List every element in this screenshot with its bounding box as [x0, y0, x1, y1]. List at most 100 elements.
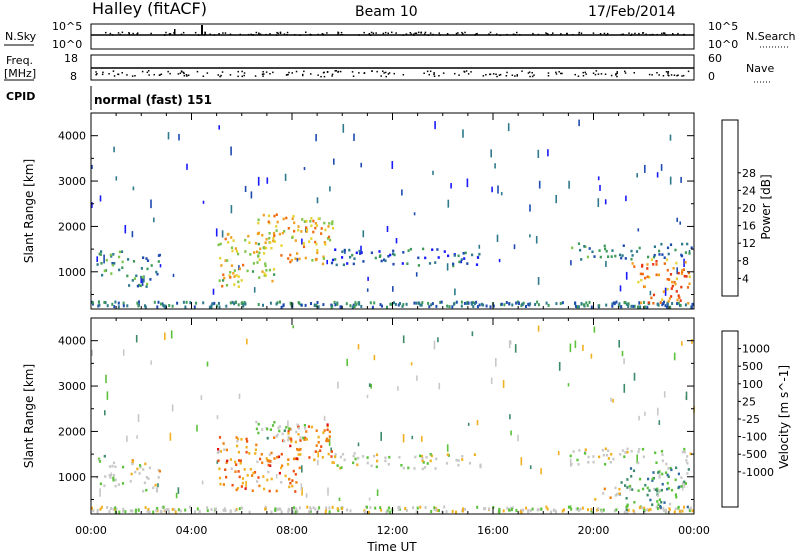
nsearch-dot [375, 32, 377, 34]
speckle-cell [376, 489, 379, 497]
scatter-cell [519, 510, 522, 514]
echo-cell [259, 247, 262, 251]
echo-cell [142, 468, 145, 471]
scatter-cell [231, 300, 234, 304]
scatter-cell [210, 508, 213, 511]
speckle-cell [568, 180, 570, 189]
echo-cell [423, 466, 427, 469]
echo-cell [239, 459, 242, 462]
scatter-cell [506, 506, 509, 510]
nsearch-dot [642, 32, 645, 34]
echo-cell [626, 478, 629, 481]
nsearch-dot [294, 34, 296, 36]
echo-cell [255, 427, 258, 431]
scatter-cell [397, 303, 400, 307]
scatter-cell [525, 506, 528, 510]
scatter-cell [664, 304, 667, 308]
colorbar-tick-label: 28 [742, 167, 756, 180]
echo-cell [473, 453, 476, 456]
scatter-cell [397, 505, 400, 509]
nsearch-dot [180, 33, 183, 36]
echo-cell [392, 262, 395, 266]
nave-dot [147, 70, 150, 72]
echo-cell [322, 255, 325, 259]
echo-cell [366, 456, 369, 459]
speckle-cell [91, 349, 93, 357]
speckle-cell [216, 460, 219, 464]
echo-cell [417, 264, 420, 267]
echo-cell [346, 262, 349, 265]
speckle-cell [529, 234, 531, 238]
echo-cell [310, 224, 313, 228]
scatter-cell [587, 508, 589, 512]
echo-cell [621, 254, 624, 257]
scatter-cell [96, 509, 99, 512]
echo-cell [315, 429, 318, 432]
nave-dot [371, 70, 373, 72]
nsearch-dot [649, 34, 651, 36]
echo-cell [280, 466, 283, 470]
scatter-cell [351, 305, 354, 309]
scatter-cell [421, 301, 424, 305]
echo-cell [434, 467, 437, 470]
scatter-cell [297, 301, 300, 304]
speckle-cell [300, 483, 303, 491]
echo-cell [683, 447, 686, 451]
nave-dot [322, 72, 325, 74]
scatter-cell [354, 301, 357, 305]
echo-cell [114, 478, 117, 482]
scatter-cell [114, 506, 117, 510]
nave-dot [529, 75, 531, 78]
echo-cell [252, 262, 255, 265]
echo-cell [677, 505, 680, 509]
scatter-cell [509, 508, 512, 512]
echo-cell [687, 302, 690, 305]
scatter-cell [537, 303, 540, 307]
nsearch-dot [439, 34, 441, 36]
echo-cell [267, 214, 271, 218]
speckle-cell [391, 161, 394, 169]
nave-dot [317, 74, 319, 76]
echo-cell [101, 273, 104, 277]
scatter-cell [257, 303, 260, 306]
echo-cell [580, 258, 583, 261]
echo-cell [401, 262, 404, 265]
speckle-cell [683, 258, 685, 267]
nave-dot [615, 74, 617, 76]
echo-cell [660, 488, 663, 492]
nave-dot [616, 72, 618, 75]
nsearch-dot [572, 34, 574, 36]
speckle-cell [126, 435, 128, 442]
scatter-cell [276, 301, 279, 305]
echo-cell [327, 452, 330, 456]
echo-cell [133, 277, 136, 280]
echo-cell [281, 231, 284, 235]
echo-cell [452, 262, 455, 266]
echo-cell [146, 259, 150, 262]
echo-cell [275, 435, 278, 438]
nave-dot [670, 74, 673, 76]
echo-cell [157, 468, 160, 472]
colorbar-tick-label: 500 [742, 360, 763, 373]
nsearch-dot [663, 32, 665, 35]
echo-cell [132, 260, 136, 263]
echo-cell [231, 249, 234, 253]
echo-cell [225, 475, 228, 479]
scatter-cell [511, 506, 514, 510]
scatter-cell [527, 302, 530, 306]
echo-cell [216, 451, 219, 454]
nave-dot [180, 70, 183, 72]
scatter-cell [386, 509, 389, 513]
speckle-cell [329, 186, 331, 192]
echo-cell [220, 264, 223, 267]
speckle-cell [326, 259, 328, 265]
nave-dot [302, 73, 304, 76]
scatter-cell [662, 507, 665, 511]
nsearch-dot [224, 32, 227, 34]
speckle-cell [96, 256, 98, 262]
echo-cell [136, 467, 139, 471]
scatter-cell [470, 302, 473, 306]
nsearch-dot [276, 31, 278, 34]
echo-cell [651, 503, 654, 506]
